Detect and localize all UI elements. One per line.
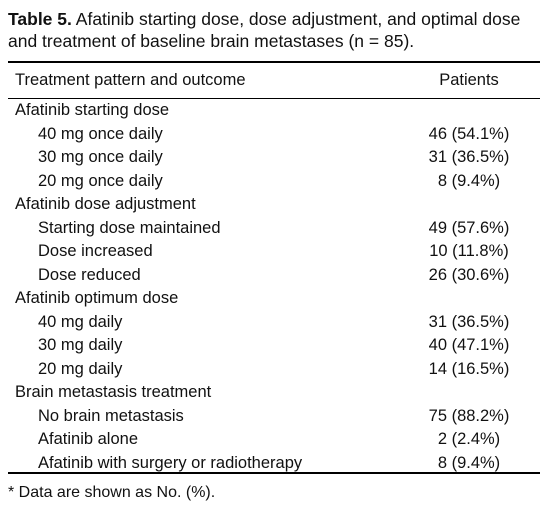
- row-label: No brain metastasis: [38, 406, 184, 425]
- row-label: 30 mg daily: [38, 336, 123, 354]
- column-header: Treatment pattern and outcome: [15, 71, 246, 89]
- row-value: 10 (11.8%): [429, 242, 509, 260]
- section-title: Afatinib dose adjustment: [15, 195, 196, 213]
- row-label: Dose increased: [38, 242, 153, 260]
- row-label: Dose reduced: [38, 265, 141, 284]
- row-label: 40 mg once daily: [38, 124, 163, 143]
- row-value: 8 (9.4%): [437, 453, 501, 472]
- top-rule: [8, 61, 540, 63]
- row-label: Afatinib alone: [38, 430, 138, 448]
- row-value: 2 (2.4%): [437, 430, 501, 448]
- row-value: 8 (9.4%): [437, 171, 501, 190]
- section-title: Afatinib optimum dose: [15, 289, 179, 307]
- caption: Table 5. Afatinib starting dose, dose ad…: [8, 8, 543, 52]
- row-value: 26 (30.6%): [428, 265, 510, 284]
- row-value: 46 (54.1%): [428, 124, 510, 143]
- row-value: 40 (47.1%): [428, 336, 510, 354]
- row-label: 30 mg once daily: [38, 148, 163, 166]
- row-label: 40 mg daily: [38, 312, 123, 331]
- row-value: 49 (57.6%): [428, 218, 510, 237]
- row-value: 31 (36.5%): [428, 148, 510, 166]
- footnote: * Data are shown as No. (%).: [8, 484, 216, 501]
- section-title: Brain metastasis treatment: [15, 383, 212, 401]
- column-header: Patients: [439, 71, 499, 89]
- header-rule: [8, 98, 540, 99]
- row-value: 31 (36.5%): [428, 312, 510, 331]
- row-label: 20 mg daily: [38, 359, 123, 378]
- row-value: 14 (16.5%): [428, 359, 510, 378]
- section-title: Afatinib starting dose: [15, 101, 170, 119]
- caption-label: Table 5.: [8, 9, 72, 29]
- row-label: 20 mg once daily: [38, 171, 163, 190]
- caption-text: Afatinib starting dose, dose adjustment,…: [8, 9, 521, 51]
- bottom-rule: [8, 472, 540, 474]
- row-label: Starting dose maintained: [38, 218, 221, 237]
- row-label: Afatinib with surgery or radiotherapy: [38, 453, 303, 472]
- row-value: 75 (88.2%): [428, 406, 510, 425]
